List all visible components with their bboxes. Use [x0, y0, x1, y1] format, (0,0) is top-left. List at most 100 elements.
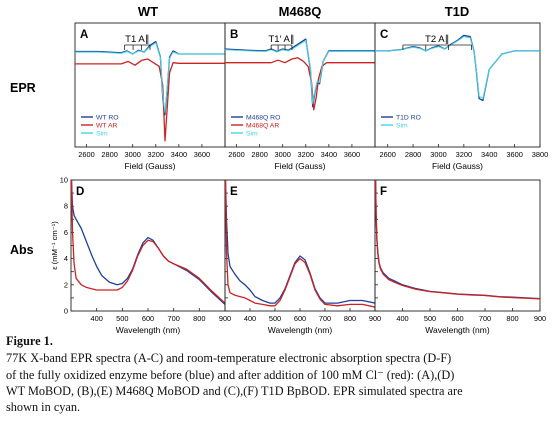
x-tick-label: 500: [116, 314, 128, 323]
legend-label-1: T1D RO: [396, 115, 421, 122]
series-line-2: [71, 180, 225, 304]
x-tick-label: 3000: [124, 150, 140, 159]
caption-line-2: of the fully oxidized enzyme before (blu…: [6, 367, 455, 382]
series-line-2: [375, 180, 540, 300]
x-tick-label: 3400: [171, 150, 187, 159]
series-line-1: [71, 180, 225, 305]
x-tick-label: 3200: [148, 150, 164, 159]
x-tick-label: 3200: [298, 150, 314, 159]
caption-head: Figure 1.: [6, 334, 53, 348]
x-tick-label: 900: [219, 314, 231, 323]
y-tick-label: 4: [64, 254, 68, 263]
hyperfine-label: T2 A∥: [425, 34, 449, 45]
x-tick-label: 3600: [194, 150, 210, 159]
legend-label-2: M468Q AR: [246, 123, 279, 130]
x-tick-label: 2600: [228, 150, 244, 159]
x-tick-label: 700: [319, 314, 331, 323]
x-tick-label: 800: [344, 314, 356, 323]
panel-A: A 2600 2800 3000 3200 3400 3600 Field (Gauss) T1…: [74, 22, 226, 171]
x-tick-label: 2800: [101, 150, 117, 159]
panel-frame: [374, 179, 541, 312]
panel-D: D 400 500 600 700 800 Wavelength (nm) 0 2 4 6 8 10 ε …: [50, 176, 226, 335]
x-tick-label: 600: [142, 314, 154, 323]
x-tick-label: 3400: [321, 150, 337, 159]
x-axis-label: Field (Gauss): [274, 161, 325, 171]
series-line-2: [75, 58, 225, 142]
series-line-2: [225, 57, 375, 111]
x-axis-label: Field (Gauss): [432, 161, 483, 171]
series-line-1: [375, 180, 540, 300]
panel-frame: [224, 179, 376, 312]
y-tick-label: 8: [64, 202, 68, 211]
x-tick-label: 500: [269, 314, 281, 323]
series-line-3: [75, 42, 225, 113]
row-label-abs: Abs: [10, 243, 34, 257]
legend-label-3: Sim: [96, 131, 108, 138]
x-tick-label: 800: [193, 314, 205, 323]
panel-letter: A: [80, 29, 88, 41]
legend-label-2: Sim: [396, 123, 408, 130]
x-tick-label: 3600: [506, 150, 522, 159]
legend-label-1: M468Q RO: [246, 115, 280, 122]
x-tick-label: 3400: [481, 150, 497, 159]
series-line-1: [225, 38, 375, 108]
x-tick-label: 700: [479, 314, 491, 323]
panel-frame: [374, 22, 541, 148]
hyperfine-label: T1 A∥: [125, 34, 149, 45]
panel-F: F 400 500 600 700 800 900 900 Wavelength (nm): [369, 179, 546, 335]
x-tick-label: 900: [534, 314, 546, 323]
panel-B: B 2600 2800 3000 3200 3400 3600 Field (Gauss) T1…: [224, 22, 376, 171]
panel-letter: C: [380, 29, 388, 41]
legend-label-1: WT RO: [96, 115, 119, 122]
x-tick-label: 2600: [78, 150, 94, 159]
panel-letter: B: [230, 29, 238, 41]
x-tick-label: 3800: [532, 150, 548, 159]
x-tick-label: 400: [244, 314, 256, 323]
x-tick-label: 2800: [405, 150, 421, 159]
x-tick-label: 400: [90, 314, 102, 323]
x-axis-label: Wavelength (nm): [268, 325, 333, 335]
x-axis-label: Wavelength (nm): [116, 325, 181, 335]
caption-line-3: WT MoBOD, (B),(E) M468Q MoBOD and (C),(F…: [6, 383, 463, 398]
panel-frame: [70, 179, 226, 312]
y-tick-label: 10: [60, 176, 68, 185]
y-tick-label: 6: [64, 228, 68, 237]
column-title-1: WT: [138, 4, 158, 19]
x-tick-label: 3000: [430, 150, 446, 159]
x-tick-label: 400: [396, 314, 408, 323]
x-tick-label: 3200: [456, 150, 472, 159]
hyperfine-label: T1′ A∥: [268, 34, 294, 45]
x-tick-label: 900: [369, 314, 381, 323]
series-line-2: [375, 36, 540, 100]
x-tick-label: 2800: [251, 150, 267, 159]
x-tick-label: 3000: [274, 150, 290, 159]
series-line-2: [225, 180, 375, 308]
x-tick-label: 600: [451, 314, 463, 323]
y-axis-label: ε (mM⁻¹ cm⁻¹): [50, 221, 59, 270]
caption-line-1: 77K X-band EPR spectra (A-C) and room-te…: [6, 351, 452, 366]
panel-letter: D: [76, 186, 84, 198]
y-tick-label: 0: [64, 307, 68, 316]
x-tick-label: 2600: [379, 150, 395, 159]
x-tick-label: 800: [506, 314, 518, 323]
figure-caption: Figure 1. 77K X-band EPR spectra (A-C) a…: [6, 333, 550, 415]
x-axis-label: Wavelength (nm): [425, 325, 490, 335]
panel-letter: E: [230, 186, 238, 198]
y-tick-label: 2: [64, 280, 68, 289]
legend-label-2: WT AR: [96, 123, 117, 130]
column-title-2: M468Q: [279, 4, 322, 19]
x-tick-label: 500: [424, 314, 436, 323]
series-line-1: [225, 180, 375, 304]
panel-C: C 2600 2800 3000 3200 3400 3600 3800 Field (Gaus…: [374, 22, 548, 171]
row-label-epr: EPR: [10, 81, 36, 95]
x-tick-label: 3600: [344, 150, 360, 159]
panel-E: E 400 500 600 700 800 900 Wavelength (nm): [219, 179, 376, 335]
x-tick-label: 600: [294, 314, 306, 323]
x-axis-label: Field (Gauss): [124, 161, 175, 171]
column-title-3: T1D: [445, 4, 470, 19]
legend-label-3: Sim: [246, 131, 258, 138]
panel-letter: F: [380, 186, 387, 198]
x-tick-label: 700: [167, 314, 179, 323]
caption-line-4: shown in cyan.: [6, 400, 81, 415]
